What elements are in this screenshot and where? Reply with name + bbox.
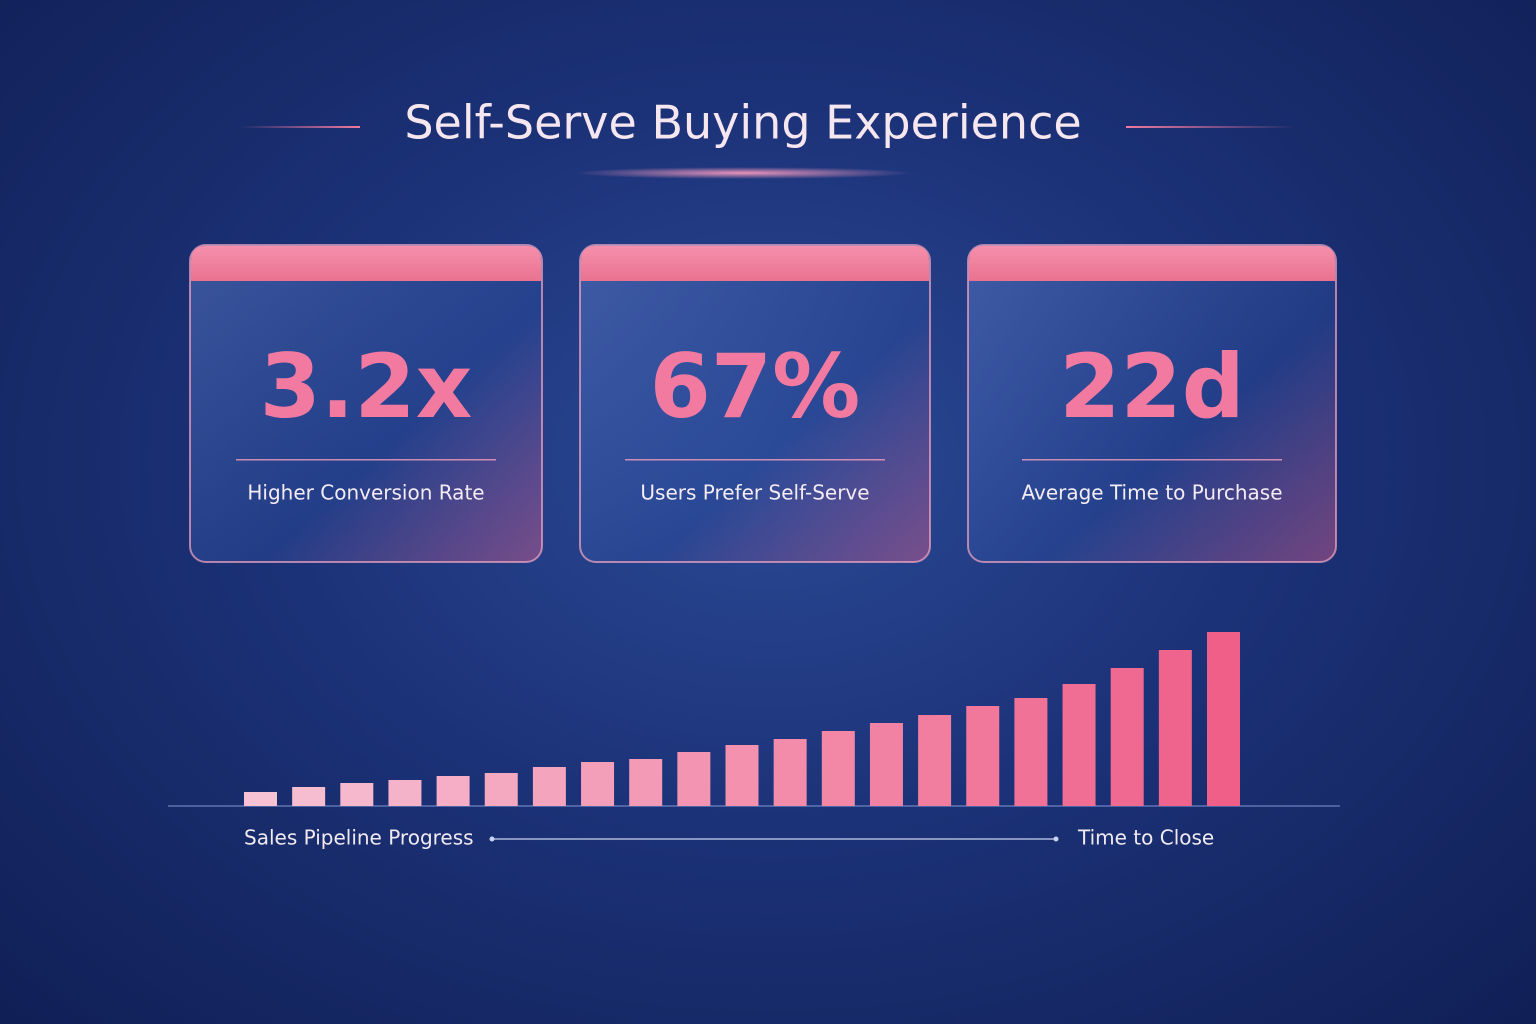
progress-dot (1053, 836, 1059, 842)
card (579, 244, 931, 563)
card-divider (1022, 459, 1282, 461)
x-label-start: Sales Pipeline Progress (244, 826, 474, 850)
title: Self-Serve Buying Experience (404, 96, 1081, 150)
bar (918, 715, 952, 806)
card-label: Higher Conversion Rate (247, 481, 484, 505)
card (967, 244, 1337, 563)
card-header (191, 246, 541, 281)
card-header (969, 246, 1335, 281)
bar (966, 706, 1000, 806)
bar (436, 776, 470, 806)
card-divider (625, 459, 885, 461)
bar (677, 752, 711, 806)
bar (821, 731, 855, 806)
title-glow (573, 167, 913, 179)
bar (484, 773, 518, 806)
bar (1158, 650, 1192, 806)
title-ornament (240, 126, 360, 128)
x-label-end: Time to Close (1077, 826, 1214, 850)
bar (244, 792, 277, 806)
bar (1014, 698, 1048, 806)
card-value: 3.2x (260, 335, 473, 438)
card-value: 22d (1059, 335, 1244, 438)
card-label: Average Time to Purchase (1021, 481, 1282, 505)
bar (1062, 684, 1096, 806)
bar (773, 739, 807, 806)
bar (629, 759, 663, 806)
bar (388, 780, 422, 806)
card-value: 67% (650, 335, 861, 438)
bar (532, 767, 566, 806)
card-divider (236, 459, 496, 461)
bar (581, 762, 615, 806)
card-header (581, 246, 929, 281)
bar (1110, 668, 1144, 806)
bar (869, 723, 903, 806)
progress-dot (489, 836, 495, 842)
card-label: Users Prefer Self-Serve (640, 481, 869, 505)
bar (340, 783, 374, 806)
card (189, 244, 543, 563)
bar (725, 745, 759, 806)
bar (292, 787, 326, 806)
title-ornament (1126, 126, 1296, 128)
bar (1207, 632, 1240, 806)
